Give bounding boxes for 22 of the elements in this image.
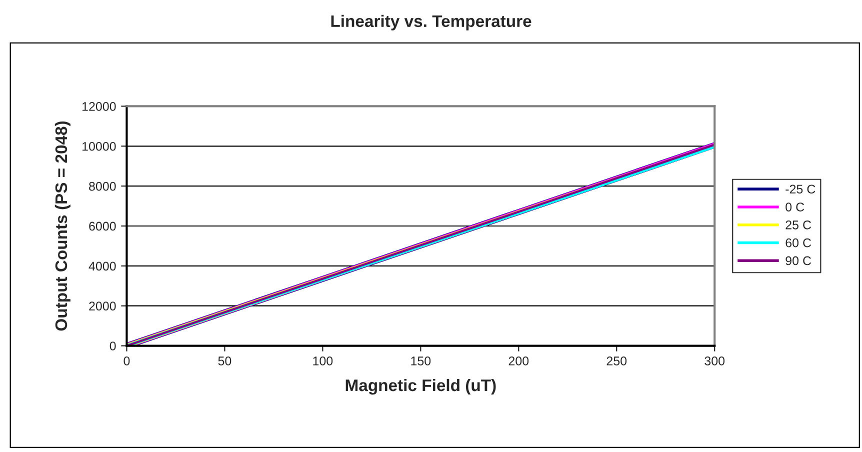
x-tick-label: 50 (218, 356, 232, 366)
x-tick-label: 0 (124, 356, 130, 366)
y-tick-label: 2000 (89, 302, 116, 311)
legend-label: 90 C (786, 256, 812, 266)
legend-label: -25 C (786, 184, 816, 194)
legend-label: 25 C (786, 220, 812, 230)
x-tick-label: 250 (606, 356, 627, 366)
x-tick-label: 100 (313, 356, 333, 366)
y-tick-label: 8000 (89, 182, 116, 191)
y-tick-label: 4000 (88, 262, 116, 271)
legend-label: 60 C (786, 238, 812, 248)
y-tick-label: 6000 (89, 222, 116, 231)
y-axis-title: Output Counts (PS = 2048) (54, 121, 70, 331)
x-tick-label: 150 (411, 356, 431, 366)
x-tick-label: 300 (704, 356, 725, 366)
legend-label: 0 C (786, 202, 804, 212)
chart-title: Linearity vs. Temperature (331, 14, 532, 30)
x-tick-label: 200 (508, 356, 529, 366)
x-axis-title: Magnetic Field (uT) (346, 378, 496, 395)
y-tick-label: 0 (110, 342, 116, 350)
y-tick-label: 10000 (82, 142, 116, 151)
y-tick-label: 12000 (82, 102, 116, 111)
